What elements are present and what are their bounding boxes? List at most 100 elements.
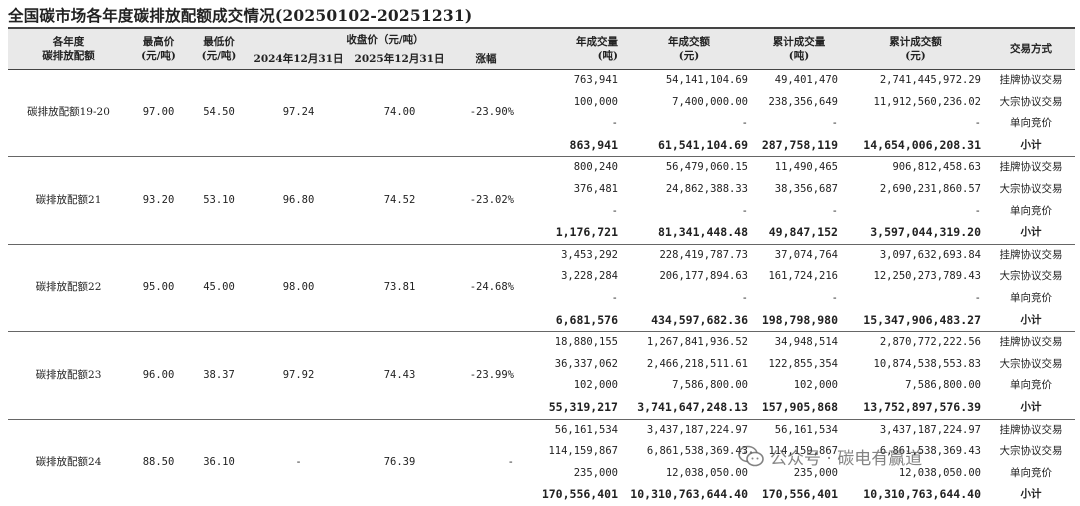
- change-pct: -23.99%: [469, 368, 514, 381]
- low-price: 36.10: [203, 455, 235, 468]
- cumulative-amount: 6,861,538,369.43: [879, 445, 981, 458]
- high-price: 96.00: [142, 368, 175, 381]
- annual-volume: 763,941: [573, 74, 618, 86]
- vintage-name: 碳排放配额22: [35, 281, 102, 294]
- trade-method: 单向竞价: [1010, 466, 1052, 479]
- trade-method: 小计: [1020, 313, 1042, 326]
- annual-amount: -: [741, 117, 748, 130]
- trade-method: 大宗协议交易: [999, 270, 1063, 283]
- cumulative-volume: 114,159,867: [768, 445, 838, 458]
- cumulative-amount: 3,597,044,319.20: [870, 225, 981, 240]
- table-row: 102,000 7,586,800.00 102,000 7,586,800.00 单向…: [8, 375, 1075, 397]
- trade-method: 单向竞价: [1010, 291, 1052, 304]
- header-close-2025: 2025年12月31日: [347, 50, 452, 70]
- cumulative-amount: 11,912,560,236.02: [873, 95, 981, 108]
- high-price: 97.00: [142, 106, 175, 119]
- table-row: - - - - 单向竞价: [8, 288, 1075, 310]
- annual-amount: -: [741, 204, 748, 217]
- close-2025: 74.52: [383, 193, 416, 206]
- annual-amount: -: [741, 291, 748, 304]
- trade-method: 单向竞价: [1010, 379, 1052, 392]
- trade-method: 大宗协议交易: [999, 445, 1063, 458]
- cumulative-amount: 12,038,050.00: [898, 466, 981, 479]
- low-price: 53.10: [203, 193, 235, 206]
- cumulative-amount: 2,870,772,222.56: [879, 336, 981, 349]
- table-row: 碳排放配额19-20 97.00 54.50 97.24 74.00 -23.90% 763…: [8, 70, 1075, 118]
- table-row: 376,481 24,862,388.33 38,356,687 2,690,231,…: [8, 179, 1075, 201]
- header-vintage: 各年度 碳排放配额: [8, 28, 129, 70]
- annual-amount: 7,586,800.00: [672, 379, 748, 392]
- annual-volume: 235,000: [573, 466, 618, 479]
- cumulative-amount: 10,874,538,553.83: [873, 357, 981, 370]
- vintage-group: 碳排放配额22 95.00 45.00 98.00 73.81 -24.68% 3,453,…: [8, 244, 1075, 332]
- annual-volume: 170,556,401: [541, 487, 618, 502]
- vintage-group: 碳排放配额23 96.00 38.37 97.92 74.43 -23.99% 18,880…: [8, 332, 1075, 419]
- table-row: 碳排放配额23 96.00 38.37 97.92 74.43 -23.99% 18,880…: [8, 332, 1075, 380]
- table-row: 114,159,867 6,861,538,369.43 114,159,867 6,…: [8, 441, 1075, 463]
- annual-volume: 6,681,576: [555, 312, 618, 327]
- cumulative-volume: 56,161,534: [774, 423, 838, 436]
- trade-method: 大宗协议交易: [999, 95, 1063, 108]
- table-row: 100,000 7,400,000.00 238,356,649 11,912,560…: [8, 92, 1075, 114]
- subtotal-row: 6,681,576 434,597,682.36 198,798,980 15,347…: [8, 310, 1075, 332]
- cumulative-amount: 10,310,763,644.40: [863, 487, 981, 502]
- cumulative-volume: 38,356,687: [774, 182, 838, 195]
- cumulative-amount: 13,752,897,576.39: [863, 399, 981, 414]
- annual-volume: 863,941: [569, 137, 618, 152]
- cumulative-volume: 49,847,152: [768, 225, 838, 240]
- header-close: 收盘价（元/吨）: [250, 28, 520, 50]
- table-row: - - - - 单向竞价: [8, 113, 1075, 135]
- table-row: 235,000 12,038,050.00 235,000 12,038,050.00…: [8, 463, 1075, 485]
- header-low: 最低价 (元/吨): [188, 28, 250, 70]
- subtotal-row: 55,319,217 3,741,647,248.13 157,905,868 13,…: [8, 397, 1075, 419]
- header-cum-amt: 累计成交额 (元): [844, 28, 987, 70]
- annual-amount: 24,862,388.33: [665, 182, 748, 195]
- table-row: - - - - 单向竞价: [8, 201, 1075, 223]
- annual-amount: 54,141,104.69: [665, 74, 748, 86]
- cumulative-amount: -: [974, 117, 981, 130]
- cumulative-amount: 14,654,006,208.31: [863, 137, 981, 152]
- annual-amount: 6,861,538,369.43: [646, 445, 748, 458]
- high-price: 95.00: [142, 281, 175, 294]
- table-row: 碳排放配额24 88.50 36.10 - 76.39 - 56,161,534 3,437,…: [8, 419, 1075, 468]
- close-2024: 98.00: [282, 281, 315, 294]
- annual-amount: 434,597,682.36: [651, 312, 748, 327]
- cumulative-volume: 238,356,649: [768, 95, 838, 108]
- annual-volume: 3,228,284: [561, 270, 618, 283]
- annual-amount: 56,479,060.15: [665, 161, 748, 174]
- annual-volume: -: [611, 117, 618, 130]
- header-annual-vol: 年成交量 (吨): [520, 28, 624, 70]
- cumulative-volume: -: [831, 204, 838, 217]
- cumulative-volume: 287,758,119: [761, 137, 838, 152]
- close-2025: 74.43: [383, 368, 416, 381]
- header-change: 涨幅: [452, 50, 520, 70]
- cumulative-volume: 157,905,868: [761, 399, 838, 414]
- subtotal-row: 863,941 61,541,104.69 287,758,119 14,654,00…: [8, 135, 1075, 157]
- vintage-name: 碳排放配额21: [35, 193, 102, 206]
- annual-volume: 3,453,292: [561, 248, 618, 261]
- annual-amount: 3,437,187,224.97: [646, 423, 748, 436]
- cumulative-amount: -: [974, 291, 981, 304]
- cumulative-amount: 2,690,231,860.57: [879, 182, 981, 195]
- trade-method: 单向竞价: [1010, 117, 1052, 130]
- annual-amount: 7,400,000.00: [672, 95, 748, 108]
- trade-method: 单向竞价: [1010, 204, 1052, 217]
- annual-volume: 114,159,867: [548, 445, 618, 458]
- table-row: 3,228,284 206,177,894.63 161,724,216 12,250…: [8, 266, 1075, 288]
- subtotal-row: 1,176,721 81,341,448.48 49,847,152 3,597,04…: [8, 222, 1075, 244]
- page-title: 全国碳市场各年度碳排放配额成交情况(20250102-20251231): [8, 6, 473, 25]
- close-2024: 96.80: [282, 193, 315, 206]
- close-2025: 74.00: [383, 106, 416, 119]
- annual-amount: 61,541,104.69: [657, 137, 748, 152]
- cumulative-volume: 170,556,401: [761, 487, 838, 502]
- change-pct: -: [507, 455, 514, 468]
- close-2025: 76.39: [383, 455, 416, 468]
- cumulative-volume: 49,401,470: [774, 74, 838, 86]
- change-pct: -23.90%: [469, 106, 514, 119]
- low-price: 54.50: [203, 106, 235, 119]
- table-row: 36,337,062 2,466,218,511.61 122,855,354 10,…: [8, 354, 1075, 376]
- change-pct: -23.02%: [469, 193, 514, 206]
- annual-volume: 1,176,721: [555, 225, 618, 240]
- annual-amount: 228,419,787.73: [659, 248, 748, 261]
- trade-method: 小计: [1020, 226, 1042, 239]
